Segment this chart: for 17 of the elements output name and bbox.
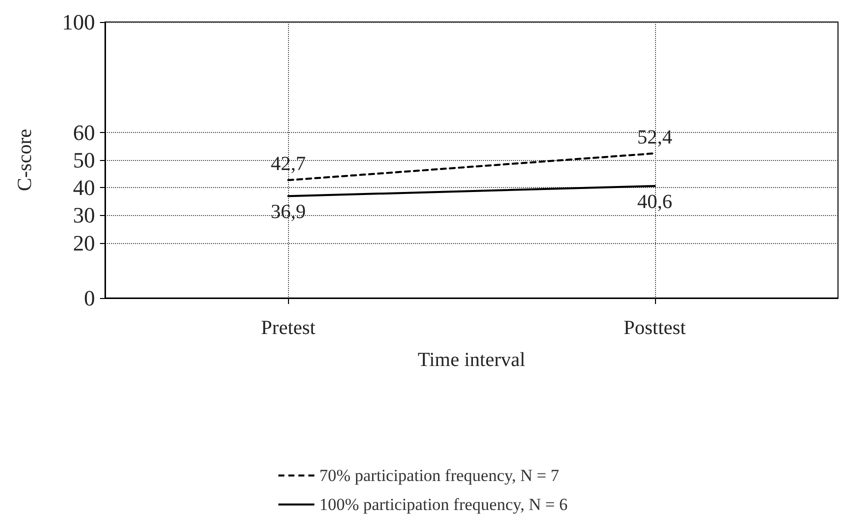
data-label: 40,6 xyxy=(637,190,672,213)
data-label: 52,4 xyxy=(637,126,672,148)
legend-label: 100% participation frequency, N = 6 xyxy=(319,495,568,514)
data-label: 36,9 xyxy=(270,201,306,224)
y-tick-label: 0 xyxy=(84,286,95,310)
y-tick-label: 30 xyxy=(73,202,95,228)
y-tick-label: 60 xyxy=(73,120,95,145)
y-tick-label: 50 xyxy=(73,148,95,172)
x-axis-title: Time interval xyxy=(418,349,526,371)
data-label: 42,7 xyxy=(270,153,306,176)
y-tick-label: 20 xyxy=(73,230,95,256)
legend-label: 70% participation frequency, N = 7 xyxy=(319,466,560,485)
x-tick-label: Pretest xyxy=(261,317,316,339)
x-tick-label: Posttest xyxy=(624,317,686,339)
y-tick-label: 40 xyxy=(73,175,95,200)
y-tick-label: 100 xyxy=(62,10,95,34)
y-axis-title: C-score xyxy=(14,128,36,192)
